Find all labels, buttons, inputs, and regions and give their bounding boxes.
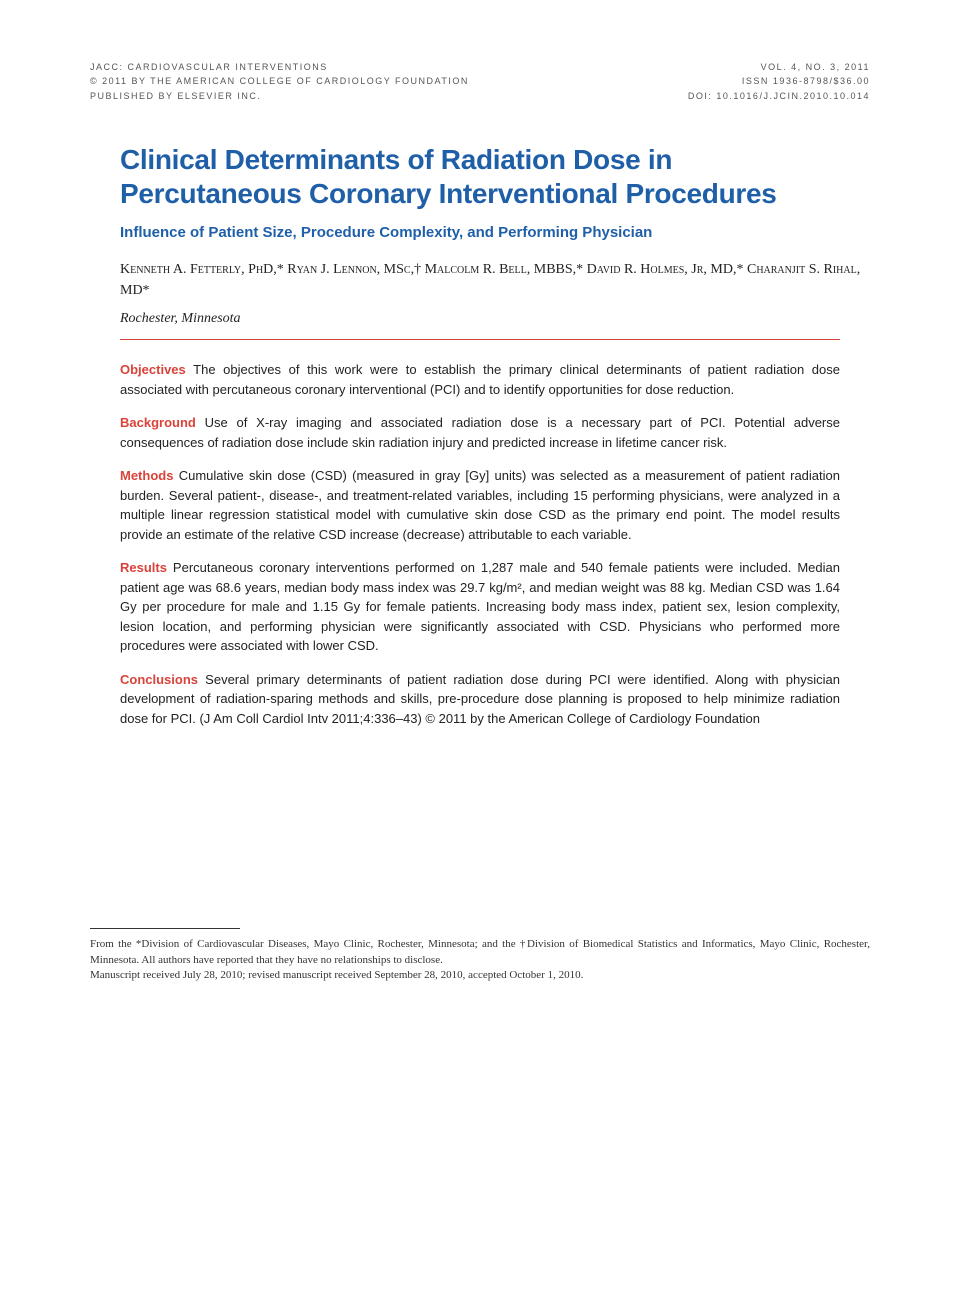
objectives-text: The objectives of this work were to esta…	[120, 362, 840, 397]
article-subtitle: Influence of Patient Size, Procedure Com…	[90, 224, 870, 241]
abstract-objectives: Objectives The objectives of this work w…	[120, 360, 840, 399]
abstract-methods: Methods Cumulative skin dose (CSD) (meas…	[120, 466, 840, 544]
volume-issue: VOL. 4, NO. 3, 2011	[688, 60, 870, 74]
background-label: Background	[120, 415, 196, 430]
footnote-rule	[90, 928, 240, 929]
affiliations-footnote: From the *Division of Cardiovascular Dis…	[90, 937, 870, 968]
background-text: Use of X-ray imaging and associated radi…	[120, 415, 840, 450]
methods-text: Cumulative skin dose (CSD) (measured in …	[120, 468, 840, 542]
abstract-conclusions: Conclusions Several primary determinants…	[120, 670, 840, 729]
title-rule	[120, 339, 840, 340]
conclusions-label: Conclusions	[120, 672, 198, 687]
header-left: JACC: CARDIOVASCULAR INTERVENTIONS © 201…	[90, 60, 469, 103]
doi-line: DOI: 10.1016/j.jcin.2010.10.014	[688, 89, 870, 103]
results-text: Percutaneous coronary interventions perf…	[120, 560, 840, 653]
manuscript-dates: Manuscript received July 28, 2010; revis…	[90, 968, 870, 983]
methods-label: Methods	[120, 468, 173, 483]
abstract-background: Background Use of X-ray imaging and asso…	[120, 413, 840, 452]
abstract-block: Objectives The objectives of this work w…	[90, 360, 870, 728]
header-right: VOL. 4, NO. 3, 2011 ISSN 1936-8798/$36.0…	[688, 60, 870, 103]
publisher-line: PUBLISHED BY ELSEVIER INC.	[90, 89, 469, 103]
copyright-line: © 2011 BY THE AMERICAN COLLEGE OF CARDIO…	[90, 74, 469, 88]
author-location: Rochester, Minnesota	[90, 311, 870, 327]
author-list: Kenneth A. Fetterly, PhD,* Ryan J. Lenno…	[90, 259, 870, 301]
objectives-label: Objectives	[120, 362, 186, 377]
abstract-results: Results Percutaneous coronary interventi…	[120, 558, 840, 656]
running-header: JACC: CARDIOVASCULAR INTERVENTIONS © 201…	[90, 60, 870, 103]
journal-name: JACC: CARDIOVASCULAR INTERVENTIONS	[90, 60, 469, 74]
article-title: Clinical Determinants of Radiation Dose …	[90, 143, 870, 210]
conclusions-text: Several primary determinants of patient …	[120, 672, 840, 726]
issn-line: ISSN 1936-8798/$36.00	[688, 74, 870, 88]
results-label: Results	[120, 560, 167, 575]
